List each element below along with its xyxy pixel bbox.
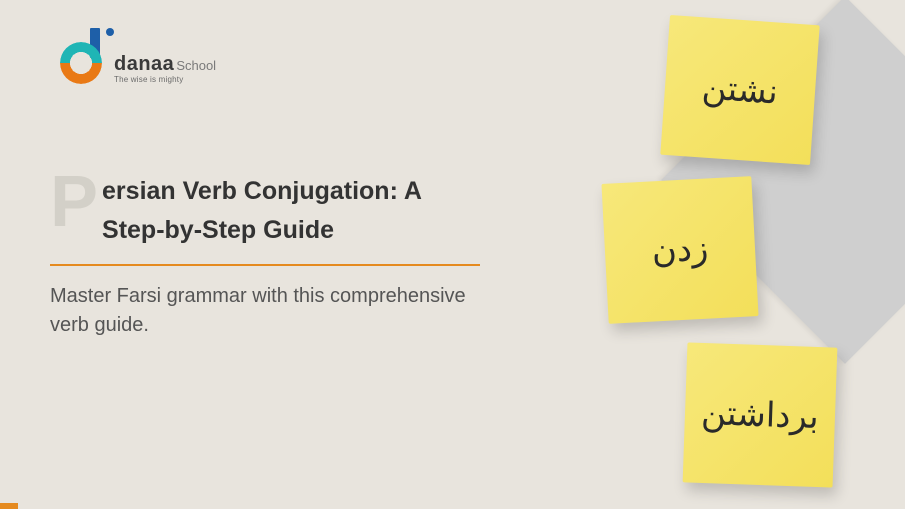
page-subtitle: Master Farsi grammar with this comprehen… — [50, 282, 480, 340]
dropcap-letter: P — [50, 172, 98, 233]
bottom-accent-bar — [0, 503, 18, 509]
logo-dot — [106, 28, 114, 36]
headline-block: P ersian Verb Conjugation: A Step-by-Ste… — [50, 172, 480, 340]
accent-rule — [50, 264, 480, 266]
logo-ring — [60, 42, 102, 84]
brand-name: danaa — [114, 54, 174, 74]
logo-text: danaa School The wise is mighty — [114, 54, 216, 84]
brand-suffix: School — [176, 59, 216, 72]
brand-logo: danaa School The wise is mighty — [60, 28, 216, 84]
logo-brand-row: danaa School — [114, 54, 216, 74]
sticky-note-text: برداشتن — [701, 393, 820, 437]
logo-mark — [60, 28, 106, 84]
page-title: ersian Verb Conjugation: A Step-by-Step … — [102, 172, 480, 250]
sticky-note-top: نشتن — [660, 15, 819, 165]
sticky-note-middle: زدن — [601, 176, 758, 324]
title-row: P ersian Verb Conjugation: A Step-by-Ste… — [50, 172, 480, 250]
sticky-note-bottom: برداشتن — [683, 342, 838, 487]
sticky-note-text: نشتن — [701, 67, 780, 112]
sticky-note-text: زدن — [651, 229, 710, 272]
brand-tagline: The wise is mighty — [114, 76, 216, 84]
